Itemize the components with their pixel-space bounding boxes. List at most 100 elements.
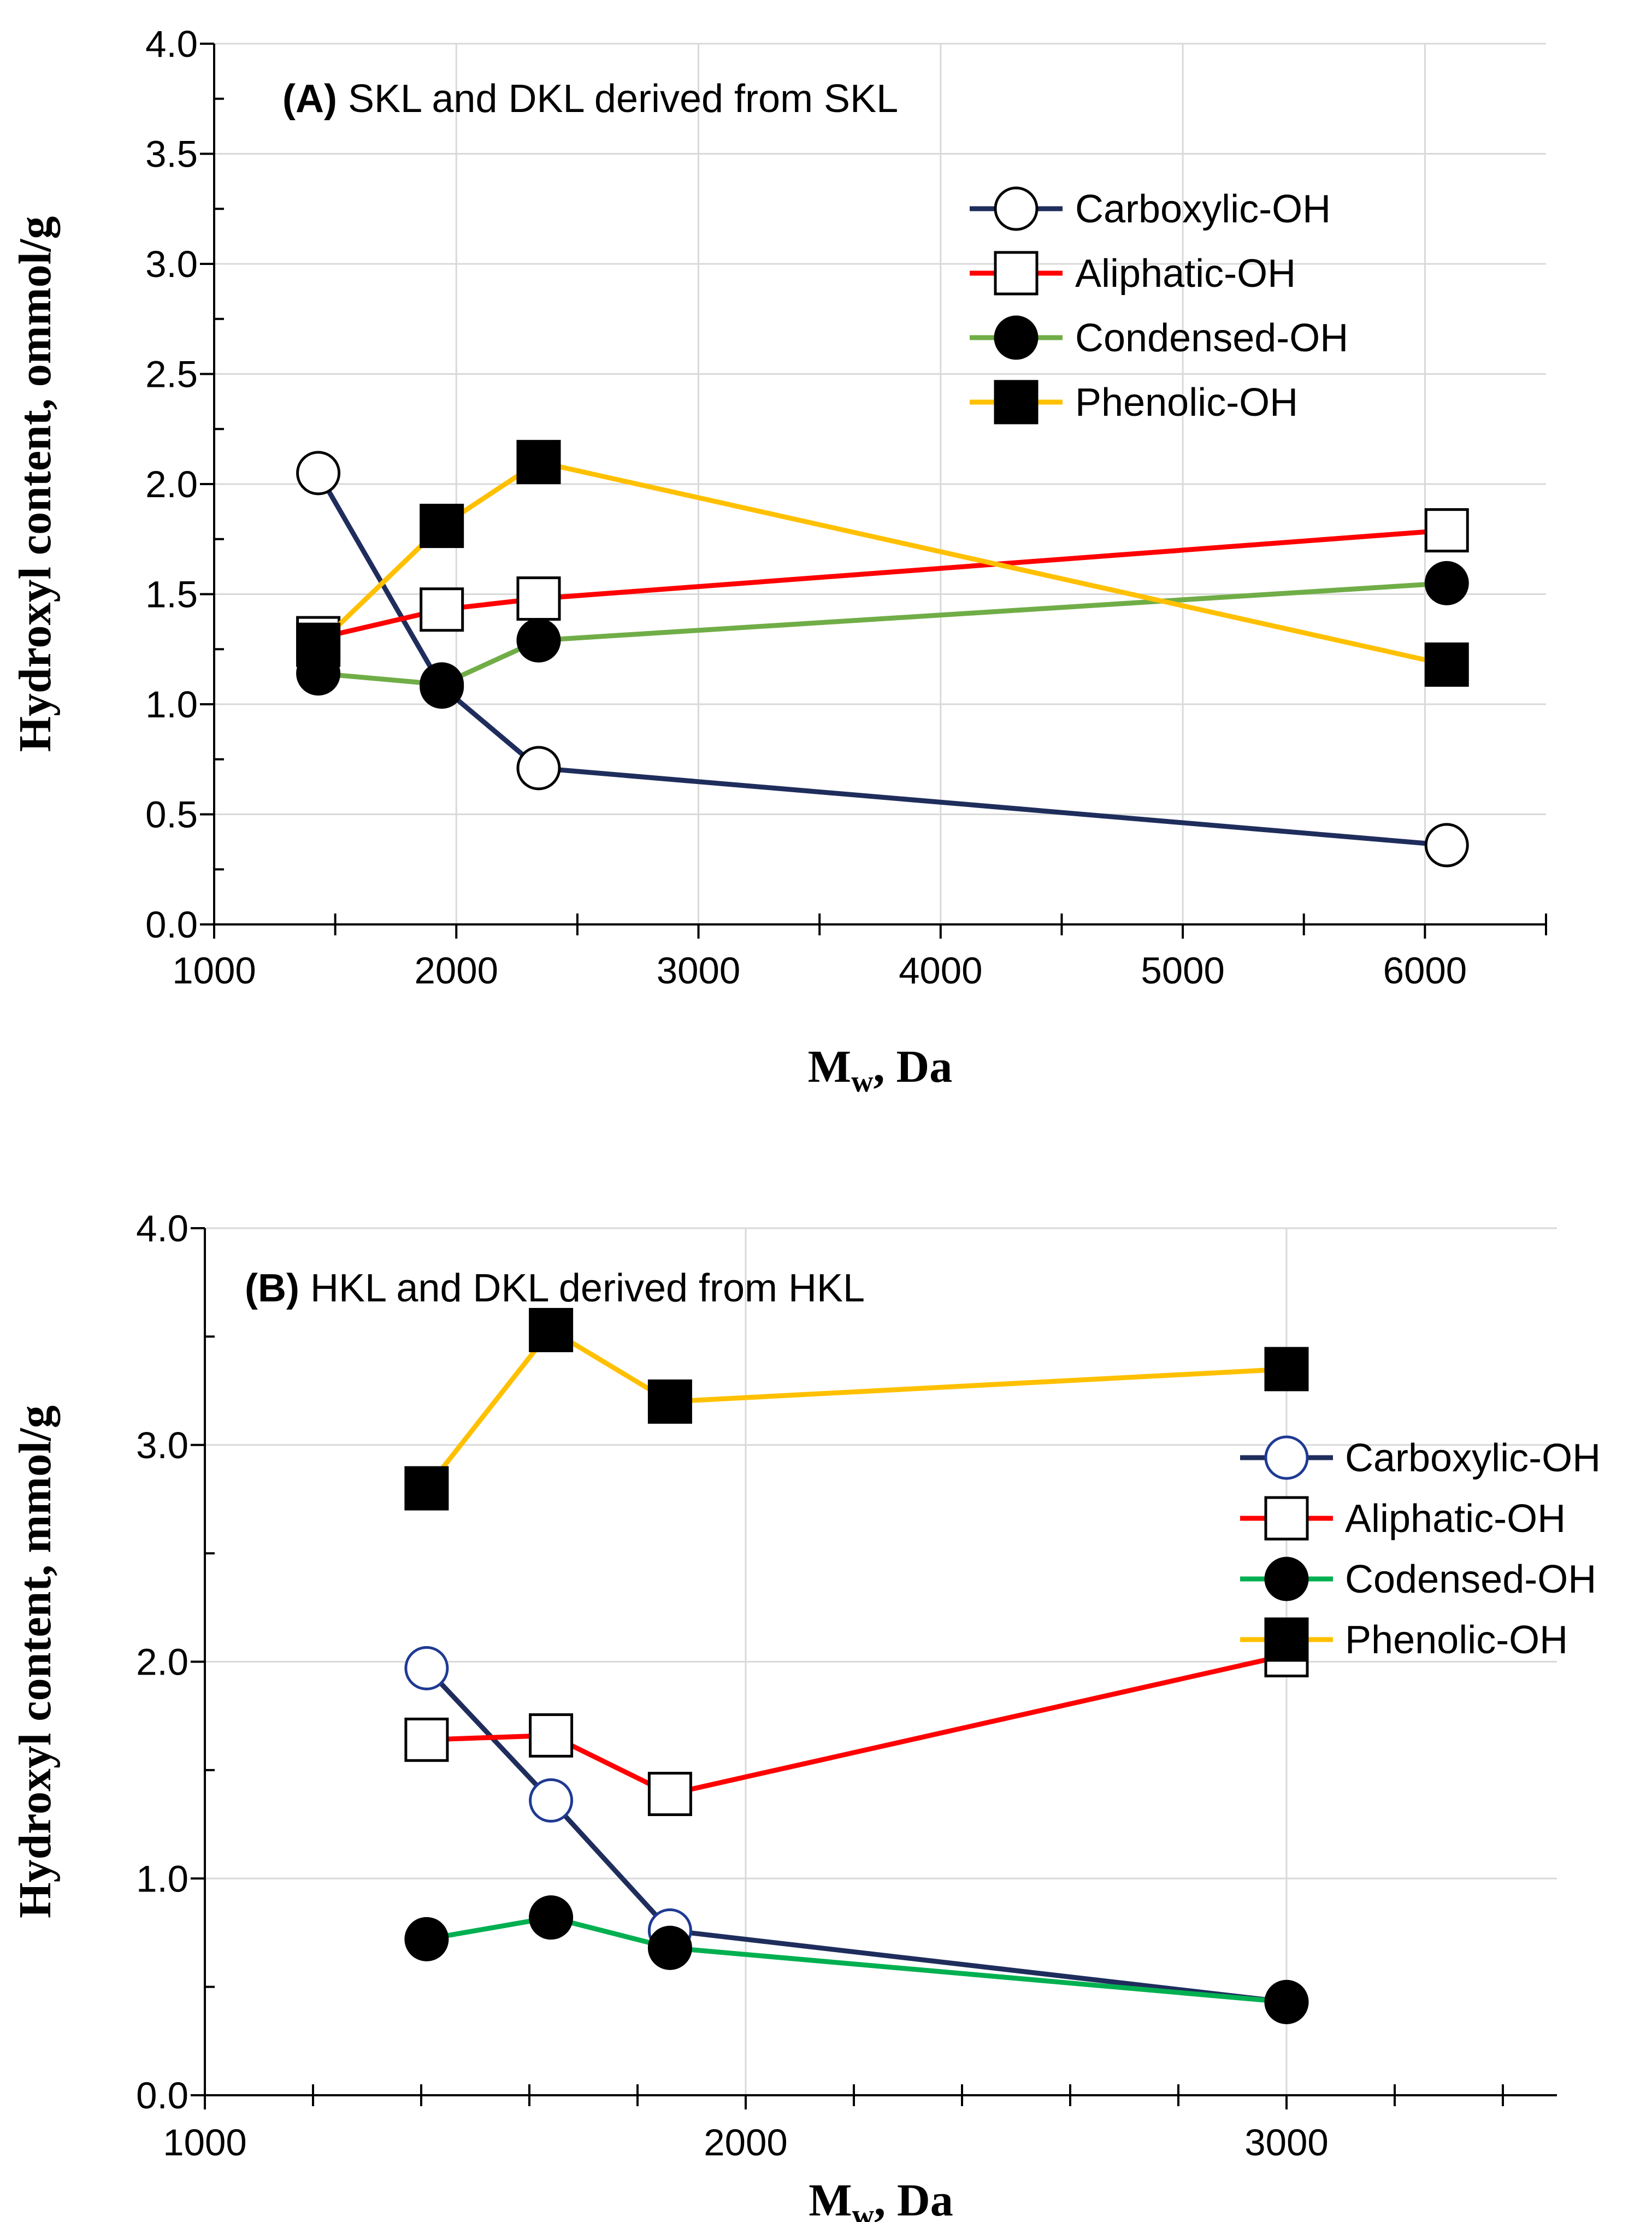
data-point [420, 587, 464, 632]
data-point [420, 662, 464, 707]
series-line [316, 459, 1448, 667]
x-tick-label: 2000 [415, 950, 499, 992]
data-point [516, 618, 561, 663]
legend-item: Phenolic-OH [970, 380, 1298, 425]
legend-item: Aliphatic-OH [1240, 1496, 1566, 1541]
series-codensed-oh [404, 1895, 1309, 2024]
series-line [426, 1653, 1287, 1797]
chart-panel-a: 0.0 0.5 1.0 1.5 2.0 2.5 3.0 3.5 4.0 1000 2000 3000 4… [10, 23, 1547, 1099]
legend: Carboxylic-OH Aliphatic-OH Condensed-OH Phe… [970, 186, 1348, 425]
y-tick-label: 2.5 [145, 353, 198, 396]
data-point [647, 1925, 692, 1970]
data-point [516, 746, 561, 791]
y-tick-label: 0.5 [145, 794, 198, 836]
y-tick-label: 0.0 [145, 904, 198, 946]
series-line [424, 1666, 1287, 2005]
x-tick-label: 3000 [1244, 2121, 1329, 2164]
legend-label: Codensed-OH [1345, 1558, 1596, 1601]
series-condensed-oh [296, 561, 1469, 707]
y-tick-label: 3.0 [136, 1424, 188, 1466]
panel-title-text: HKL and DKL derived from HKL [299, 1266, 865, 1310]
data-point [1264, 1979, 1309, 2024]
legend-marker [1264, 1617, 1309, 1662]
y-tick-label: 2.0 [145, 463, 198, 505]
legend-item: Phenolic-OH [1240, 1617, 1568, 1662]
data-point [404, 1917, 449, 1961]
data-point [529, 1713, 574, 1758]
legend-item: Carboxylic-OH [970, 186, 1331, 231]
legend-item: Carboxylic-OH [1240, 1435, 1601, 1480]
y-tick-label: 4.0 [136, 1207, 188, 1249]
panel-title: (B) HKL and DKL derived from HKL [245, 1266, 865, 1310]
legend-label: Phenolic-OH [1075, 381, 1298, 425]
x-tick-label: 1000 [172, 950, 256, 992]
x-tick-label: 6000 [1383, 950, 1467, 992]
legend: Carboxylic-OH Aliphatic-OH Codensed-OH Phen… [1240, 1435, 1601, 1662]
x-tick-label: 1000 [163, 2121, 247, 2164]
legend-label: Carboxylic-OH [1075, 187, 1331, 231]
series-phenolic-oh [296, 440, 1469, 687]
data-point [1424, 561, 1469, 605]
x-tick-label: 3000 [657, 950, 741, 992]
legend-marker [994, 315, 1039, 360]
data-point [529, 1778, 574, 1823]
y-tick-label: 3.5 [145, 133, 198, 175]
data-point [404, 1466, 449, 1511]
x-tick-label: 2000 [704, 2121, 788, 2164]
x-axis-title-subscript: w [852, 2199, 875, 2222]
panel-title-text: SKL and DKL derived from SKL [337, 77, 898, 121]
legend-marker [1264, 1496, 1309, 1541]
legend-marker [994, 251, 1039, 296]
series-line [318, 580, 1447, 687]
legend-item: Codensed-OH [1240, 1557, 1596, 1601]
legend-label: Aliphatic-OH [1075, 252, 1296, 296]
x-tick-label: 4000 [899, 950, 983, 992]
series-line [424, 1327, 1287, 1490]
y-tick-label: 2.0 [136, 1641, 188, 1683]
data-point [1424, 642, 1469, 687]
y-axis-title: Hydroxyl content, mmol/g [10, 1405, 61, 1918]
legend-label: Condensed-OH [1075, 316, 1348, 360]
legend-label: Phenolic-OH [1345, 1618, 1568, 1662]
y-tick-label: 3.0 [145, 243, 198, 285]
y-tick-label: 0.0 [136, 2074, 188, 2117]
legend-label: Carboxylic-OH [1345, 1436, 1601, 1480]
y-tick-label: 1.0 [136, 1858, 188, 1900]
data-point [404, 1717, 449, 1762]
data-point [647, 1379, 692, 1424]
x-axis-title-main: M [808, 1041, 851, 1092]
data-point [296, 451, 341, 496]
x-axis-title-main: M [809, 2175, 852, 2222]
series-line [316, 471, 1447, 848]
legend-marker [1264, 1435, 1309, 1480]
data-point [516, 440, 561, 485]
y-tick-label: 4.0 [145, 23, 198, 65]
data-point [420, 504, 464, 549]
legend-marker [1264, 1557, 1309, 1601]
x-axis-title-rest: , Da [874, 2175, 953, 2222]
legend-marker [994, 380, 1039, 425]
data-point [1264, 1347, 1309, 1392]
series-line [426, 1915, 1287, 2005]
legend-marker [994, 186, 1039, 231]
y-tick-label: 1.0 [145, 683, 198, 726]
series-phenolic-oh [404, 1307, 1309, 1511]
chart-panel-b: 0.0 1.0 2.0 3.0 4.0 1000 2000 3000 Hydroxyl cont… [10, 1207, 1601, 2222]
data-point [1424, 823, 1469, 868]
legend-label: Aliphatic-OH [1345, 1497, 1566, 1541]
panel-title: (A) SKL and DKL derived from SKL [282, 77, 898, 121]
data-point [404, 1646, 449, 1690]
data-point [296, 622, 341, 667]
data-point [516, 576, 561, 621]
x-axis-title: Mw, Da [809, 2175, 953, 2222]
y-tick-label: 1.5 [145, 574, 198, 616]
panel-letter: (A) [282, 77, 337, 121]
data-point [1424, 508, 1469, 553]
data-point [647, 1772, 692, 1817]
legend-item: Aliphatic-OH [970, 251, 1296, 296]
data-point [529, 1307, 574, 1352]
panel-letter: (B) [245, 1266, 299, 1310]
data-point [529, 1895, 574, 1940]
x-axis-title-rest: , Da [874, 1041, 953, 1092]
